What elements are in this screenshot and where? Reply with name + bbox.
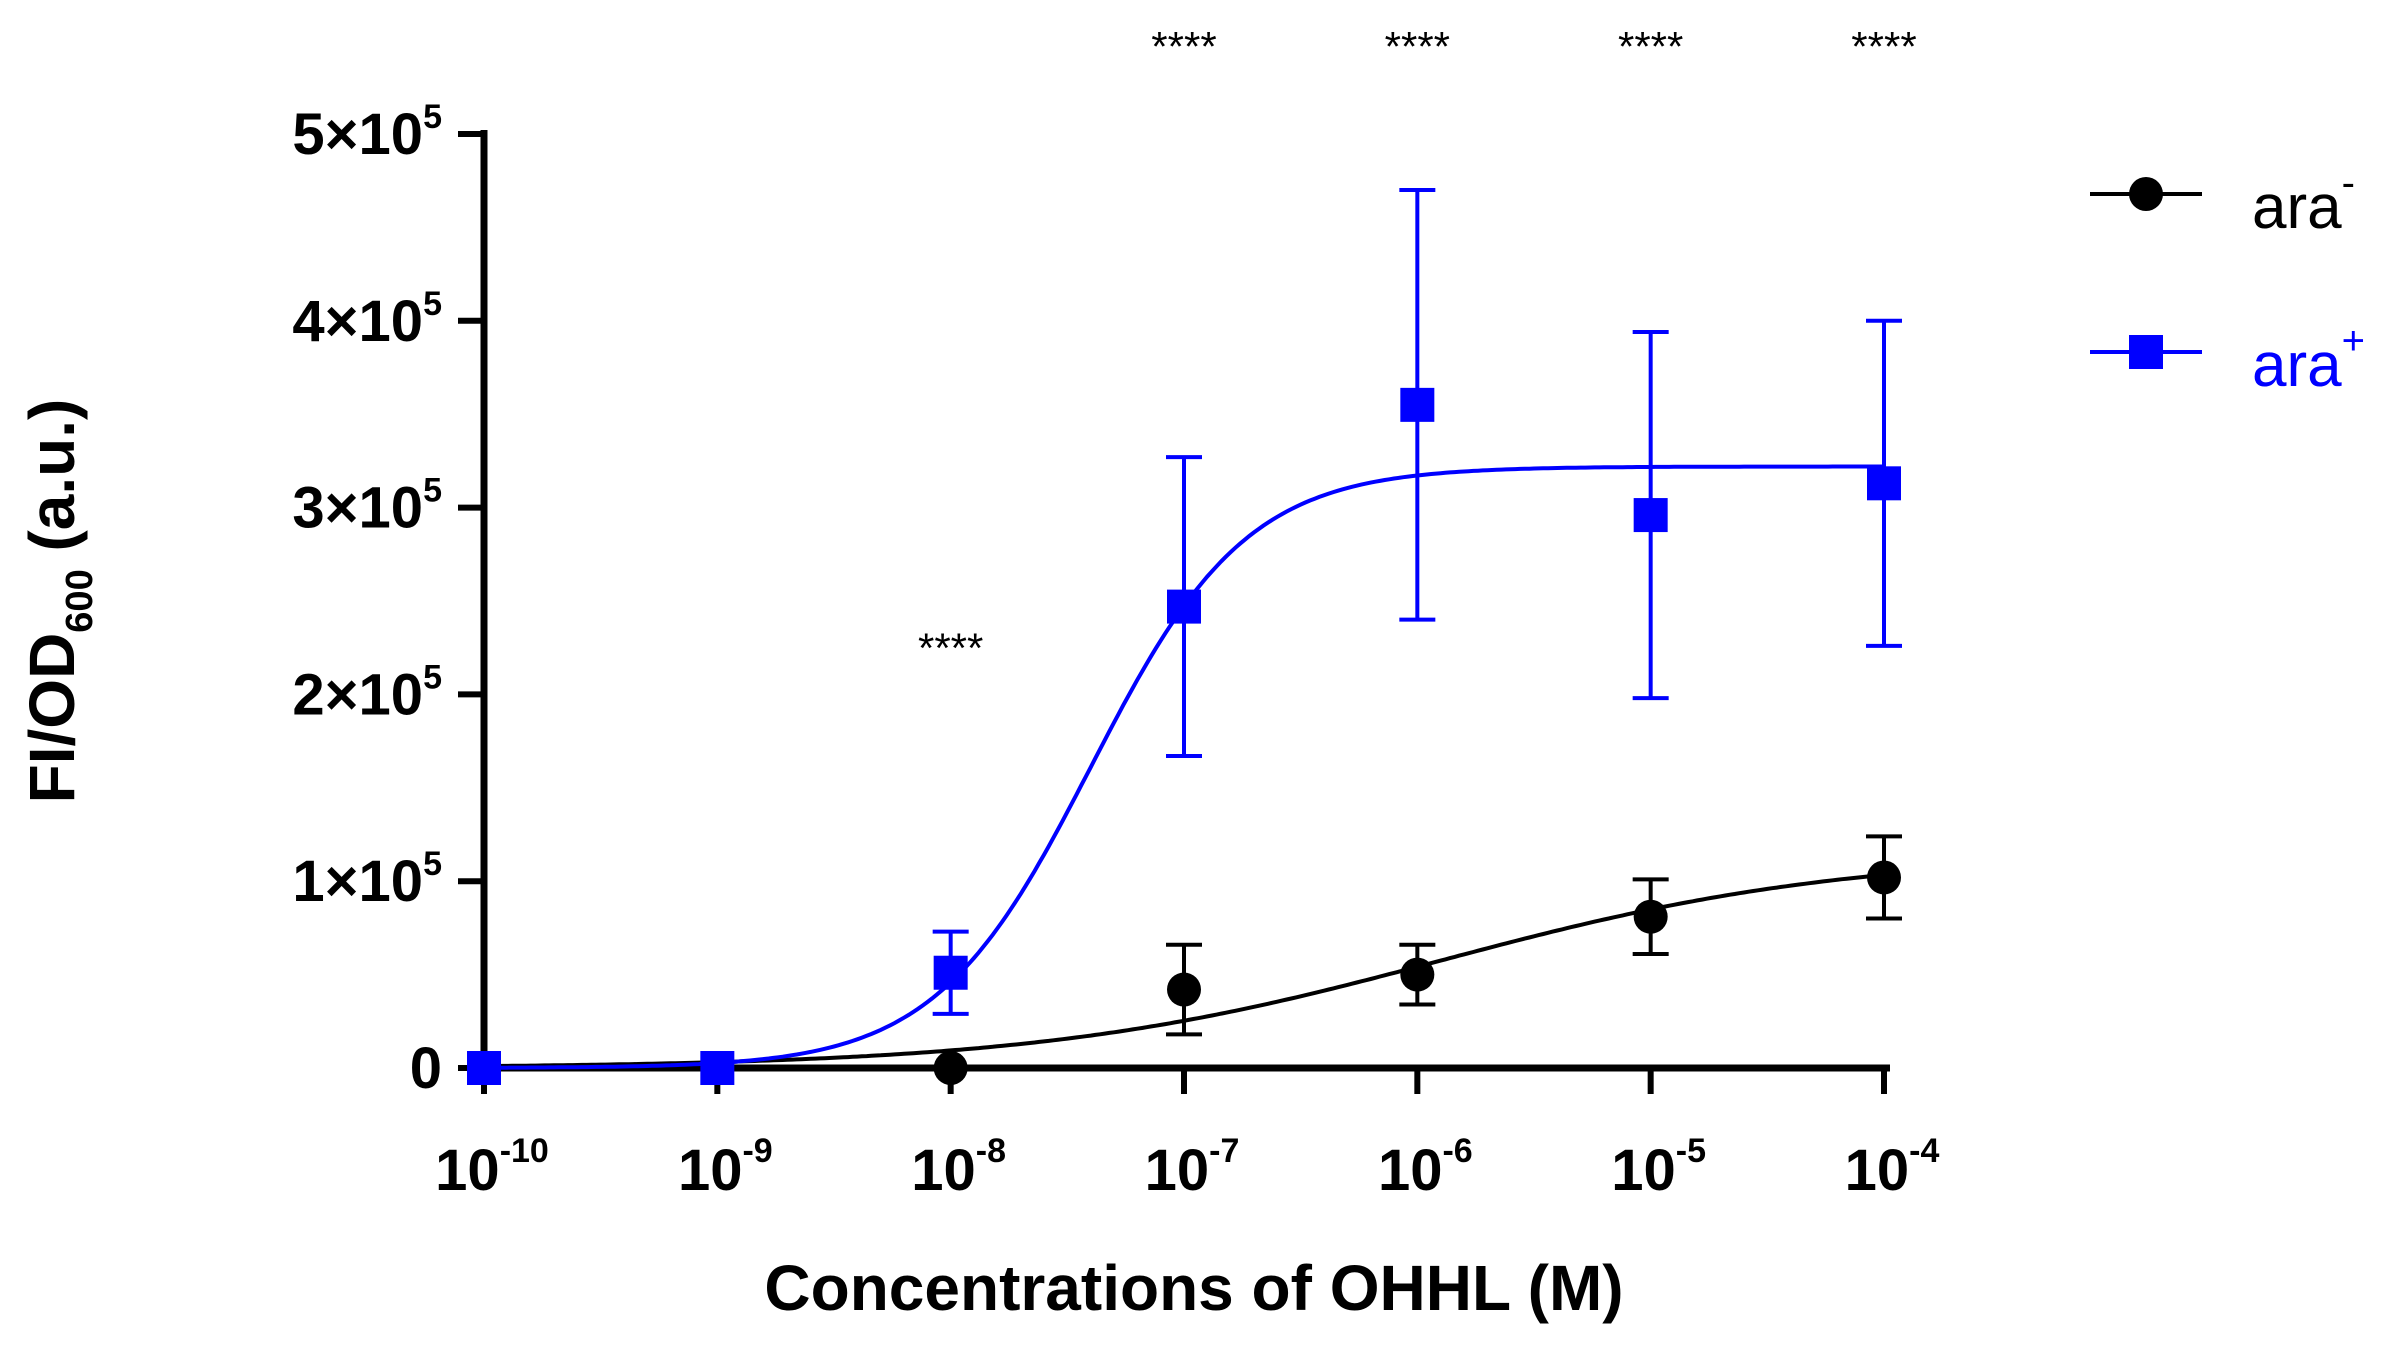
x-tick-base: 10 bbox=[1845, 1138, 1910, 1203]
legend-label-series-0: ara- bbox=[2252, 161, 2355, 242]
axis-titles-group: Concentrations of OHHL (M) FI/OD600 (a.u.… bbox=[16, 399, 1624, 1324]
y-tick-exponent: 5 bbox=[423, 472, 442, 510]
x-tick-base: 10 bbox=[1611, 1138, 1676, 1203]
y-tick-exponent: 5 bbox=[423, 845, 442, 883]
x-tick-label: 10-9 bbox=[678, 1132, 773, 1203]
legend-label-superscript: - bbox=[2342, 161, 2355, 205]
y-tick-exponent: 5 bbox=[423, 98, 442, 136]
x-tick-exponent: -8 bbox=[976, 1132, 1006, 1170]
y-tick-exponent: 5 bbox=[423, 658, 442, 696]
data-point-series-0 bbox=[933, 1051, 968, 1085]
x-tick-label: 10-6 bbox=[1378, 1132, 1473, 1203]
significance-marker: **** bbox=[918, 625, 983, 672]
y-axis-title-suffix: (a.u.) bbox=[16, 399, 88, 570]
data-point-series-1 bbox=[700, 1051, 735, 1085]
legend-label-series-1: ara+ bbox=[2252, 319, 2365, 400]
x-tick-base: 10 bbox=[1145, 1138, 1210, 1203]
legend-marker-series-1 bbox=[2129, 335, 2163, 369]
data-point-series-1 bbox=[1400, 387, 1435, 422]
y-axis-title: FI/OD600 (a.u.) bbox=[16, 399, 101, 804]
data-point-series-1 bbox=[467, 1051, 501, 1085]
x-tick-base: 10 bbox=[435, 1138, 500, 1203]
y-tick-base: 3×10 bbox=[292, 476, 423, 541]
significance-group: **** **** **** **** **** bbox=[918, 23, 1917, 671]
x-tick-exponent: -5 bbox=[1676, 1132, 1706, 1170]
y-tick-base: 0 bbox=[410, 1036, 442, 1101]
x-tick-exponent: -9 bbox=[742, 1132, 772, 1170]
x-tick-label: 10-7 bbox=[1145, 1132, 1240, 1203]
x-axis-title: Concentrations of OHHL (M) bbox=[764, 1252, 1623, 1324]
legend-label-name: ara bbox=[2252, 331, 2342, 400]
x-tick-exponent: -10 bbox=[500, 1132, 549, 1170]
significance-marker: **** bbox=[1851, 23, 1916, 70]
y-axis-title-subscript: 600 bbox=[59, 569, 101, 632]
x-tick-exponent: -6 bbox=[1442, 1132, 1472, 1170]
x-tick-exponent: -7 bbox=[1209, 1132, 1239, 1170]
data-point-series-0 bbox=[1167, 972, 1201, 1007]
y-tick-exponent: 5 bbox=[423, 285, 442, 323]
legend-marker-series-0 bbox=[2129, 177, 2163, 211]
y-tick-label: 1×105 bbox=[292, 845, 442, 914]
y-tick-label: 0 bbox=[410, 1036, 442, 1101]
y-tick-base: 4×10 bbox=[292, 289, 423, 354]
y-axis-title-main: FI/OD bbox=[16, 633, 88, 804]
x-tick-label: 10-8 bbox=[911, 1132, 1006, 1203]
x-tick-base: 10 bbox=[1378, 1138, 1443, 1203]
data-point-series-0 bbox=[1400, 957, 1435, 992]
data-point-series-0 bbox=[1867, 860, 1901, 895]
x-tick-label: 10-10 bbox=[435, 1132, 549, 1203]
y-tick-label: 2×105 bbox=[292, 658, 442, 727]
y-tick-base: 5×10 bbox=[292, 102, 423, 167]
y-tick-label: 5×105 bbox=[292, 98, 442, 167]
x-tick-label: 10-5 bbox=[1611, 1132, 1706, 1203]
significance-marker: **** bbox=[1618, 23, 1683, 70]
x-tick-base: 10 bbox=[678, 1138, 743, 1203]
x-tick-label: 10-4 bbox=[1845, 1132, 1940, 1203]
data-point-series-1 bbox=[1633, 498, 1668, 533]
significance-marker: **** bbox=[1151, 23, 1216, 70]
y-tick-label: 3×105 bbox=[292, 472, 442, 541]
data-point-series-1 bbox=[933, 955, 968, 990]
legend: ara-ara+ bbox=[2090, 161, 2365, 400]
legend-label-superscript: + bbox=[2342, 319, 2365, 363]
data-point-series-1 bbox=[1867, 466, 1901, 501]
y-tick-base: 2×10 bbox=[292, 662, 423, 727]
data-points-group bbox=[467, 387, 1901, 1085]
data-point-series-1 bbox=[1167, 589, 1201, 624]
significance-marker: **** bbox=[1385, 23, 1450, 70]
x-tick-exponent: -4 bbox=[1909, 1132, 1939, 1170]
y-tick-label: 4×105 bbox=[292, 285, 442, 354]
data-point-series-0 bbox=[1633, 899, 1668, 934]
x-tick-base: 10 bbox=[911, 1138, 976, 1203]
y-tick-base: 1×10 bbox=[292, 849, 423, 914]
error-bars-group bbox=[932, 188, 1902, 1037]
legend-label-name: ara bbox=[2252, 173, 2342, 242]
